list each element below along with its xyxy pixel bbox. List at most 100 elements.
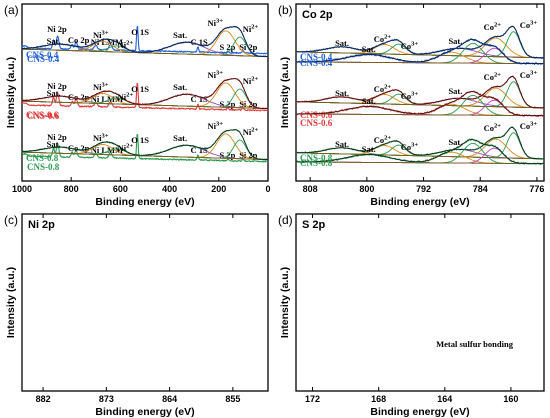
x-tick-label: 784	[473, 184, 488, 194]
x-tick-label: 200	[211, 184, 226, 194]
peak-label-ni3: Ni3+	[208, 70, 224, 81]
peak-label-sat: Sat.	[335, 139, 349, 149]
peak-label-ni3: Ni3+	[93, 30, 109, 41]
peak-label-ni2p: Ni 2p	[47, 132, 67, 142]
peak-label-ni-lmm: Ni LMM	[91, 145, 123, 155]
peak-label-ni3: Ni3+	[208, 18, 224, 29]
peak-label-c1s: C 1S	[190, 94, 208, 104]
panel-c: 882 873 864 855 Binding energy (eV) Intensity…	[4, 18, 269, 418]
peak-label-c1s: C 1S	[190, 37, 208, 47]
peak-label-c1s: C 1S	[190, 145, 208, 155]
x-tick-label: 1000	[12, 184, 32, 194]
peak-label-co3: Co3+	[401, 142, 419, 153]
peak-label-co3: Co3+	[520, 70, 538, 81]
background-line	[21, 100, 268, 110]
panel-a: 1000 800 600 400 200 0 Binding energy (eV) Inte…	[4, 3, 271, 208]
x-tick-label: 800	[359, 184, 374, 194]
panel-label: (a)	[4, 3, 19, 17]
panel-d: 172 168 164 160 Binding energy (eV) Intensity…	[278, 38, 545, 418]
x-tick-label: 808	[303, 184, 318, 194]
sample-label: CNS-0.6	[300, 110, 333, 120]
background-line	[296, 51, 544, 59]
peak-label-sat: Sat.	[448, 36, 462, 46]
peak-label-ni2p: Ni 2p	[47, 24, 67, 34]
x-axis-label: Binding energy (eV)	[95, 406, 194, 418]
peak-label-sat: Sat.	[362, 96, 376, 106]
peak-label-co3: Co3+	[520, 121, 538, 132]
peak-label-o1s: O 1S	[131, 135, 149, 145]
peak-label-ni2: Ni2+	[243, 24, 259, 35]
peak-label-o1s: O 1S	[131, 27, 149, 37]
fit-envelope	[296, 127, 544, 160]
peak-label-o1s: O 1S	[131, 84, 149, 94]
x-tick-label: 882	[36, 394, 51, 404]
peak-label-si2p: Si 2p	[239, 99, 257, 109]
x-tick-label: 776	[529, 184, 544, 194]
sample-label: CNS-0.4	[27, 54, 60, 64]
panel-title: S 2p	[302, 219, 326, 231]
peak-label-sat: Sat.	[173, 133, 187, 143]
peak-label-ni-lmm: Ni LMM	[91, 94, 123, 104]
fit-envelope	[21, 26, 268, 57]
peak-label-ni3: Ni3+	[208, 121, 224, 132]
x-axis-label: Binding energy (eV)	[370, 406, 469, 418]
x-tick-label: 864	[162, 394, 177, 404]
peak-label-co2: Co2+	[374, 135, 392, 146]
sample-label: CNS-0.8	[300, 158, 333, 168]
y-axis-label: Intensity (a.u.)	[279, 267, 291, 338]
fit-envelope	[21, 129, 268, 160]
peak-label-co3: Co3+	[401, 41, 419, 52]
peak-label-ni2: Ni2+	[243, 127, 259, 138]
peak-label-co2p: Co 2p	[68, 143, 90, 153]
peak-label-co3: Co3+	[401, 91, 419, 102]
x-tick-label: 0	[265, 184, 270, 194]
x-tick-label: 168	[371, 394, 386, 404]
y-axis-label: Intensity (a.u.)	[279, 57, 291, 128]
peak-label-sat: Sat.	[173, 30, 187, 40]
sample-label: CNS-0.8	[26, 153, 59, 163]
peak-label-sat: Sat.	[47, 139, 61, 149]
peak-label-co2: Co2+	[484, 72, 502, 83]
x-tick-label: 800	[64, 184, 79, 194]
panel-title: Co 2p	[302, 9, 333, 21]
sample-label: CNS-0.6	[300, 118, 333, 128]
background-line	[296, 161, 544, 165]
plot-frame	[21, 3, 269, 182]
x-tick-label: 172	[305, 394, 320, 404]
peak-label-ni2: Ni2+	[118, 143, 134, 154]
fit-envelope	[296, 91, 544, 117]
peak-label-sat: Sat.	[362, 44, 376, 54]
background-line	[21, 48, 268, 58]
peak-label-co2: Co2+	[484, 123, 502, 134]
peak-label-sat: Sat.	[335, 88, 349, 98]
x-tick-label: 792	[416, 184, 431, 194]
plot-frame	[21, 213, 269, 392]
fit-envelope	[21, 78, 268, 109]
x-axis-label: Binding energy (eV)	[370, 196, 469, 208]
peak-label-co2: Co2+	[374, 34, 392, 45]
plot-frame	[295, 213, 545, 392]
sample-label: CNS-0.4	[300, 58, 333, 68]
fit-envelope	[296, 139, 544, 165]
peak-label-sat: Sat.	[362, 144, 376, 154]
sample-label: CNS-0.8	[300, 153, 333, 163]
annotation-metal-sulfur: Metal sulfur bonding	[436, 339, 514, 349]
peak-label-co3: Co3+	[520, 20, 538, 31]
plot-frame	[295, 3, 545, 182]
peak-label-si2p: Si 2p	[239, 150, 257, 160]
sample-label: CNS-0.4	[26, 50, 59, 60]
peak-label-sat: Sat.	[47, 36, 61, 46]
sample-label: CNS-0.6	[27, 111, 60, 121]
peak-label-sat: Sat.	[335, 38, 349, 48]
series-line-CNS-0.8	[21, 133, 269, 163]
peak-label-co2: Co2+	[484, 22, 502, 33]
sample-label: CNS-0.4	[300, 52, 333, 62]
x-axis-label: Binding energy (eV)	[95, 196, 194, 208]
peak-label-co2p: Co 2p	[68, 35, 90, 45]
peak-label-co2: Co2+	[374, 84, 392, 95]
peak-label-ni2: Ni2+	[243, 76, 259, 87]
panel-title: Ni 2p	[28, 219, 55, 231]
x-tick-label: 400	[162, 184, 177, 194]
